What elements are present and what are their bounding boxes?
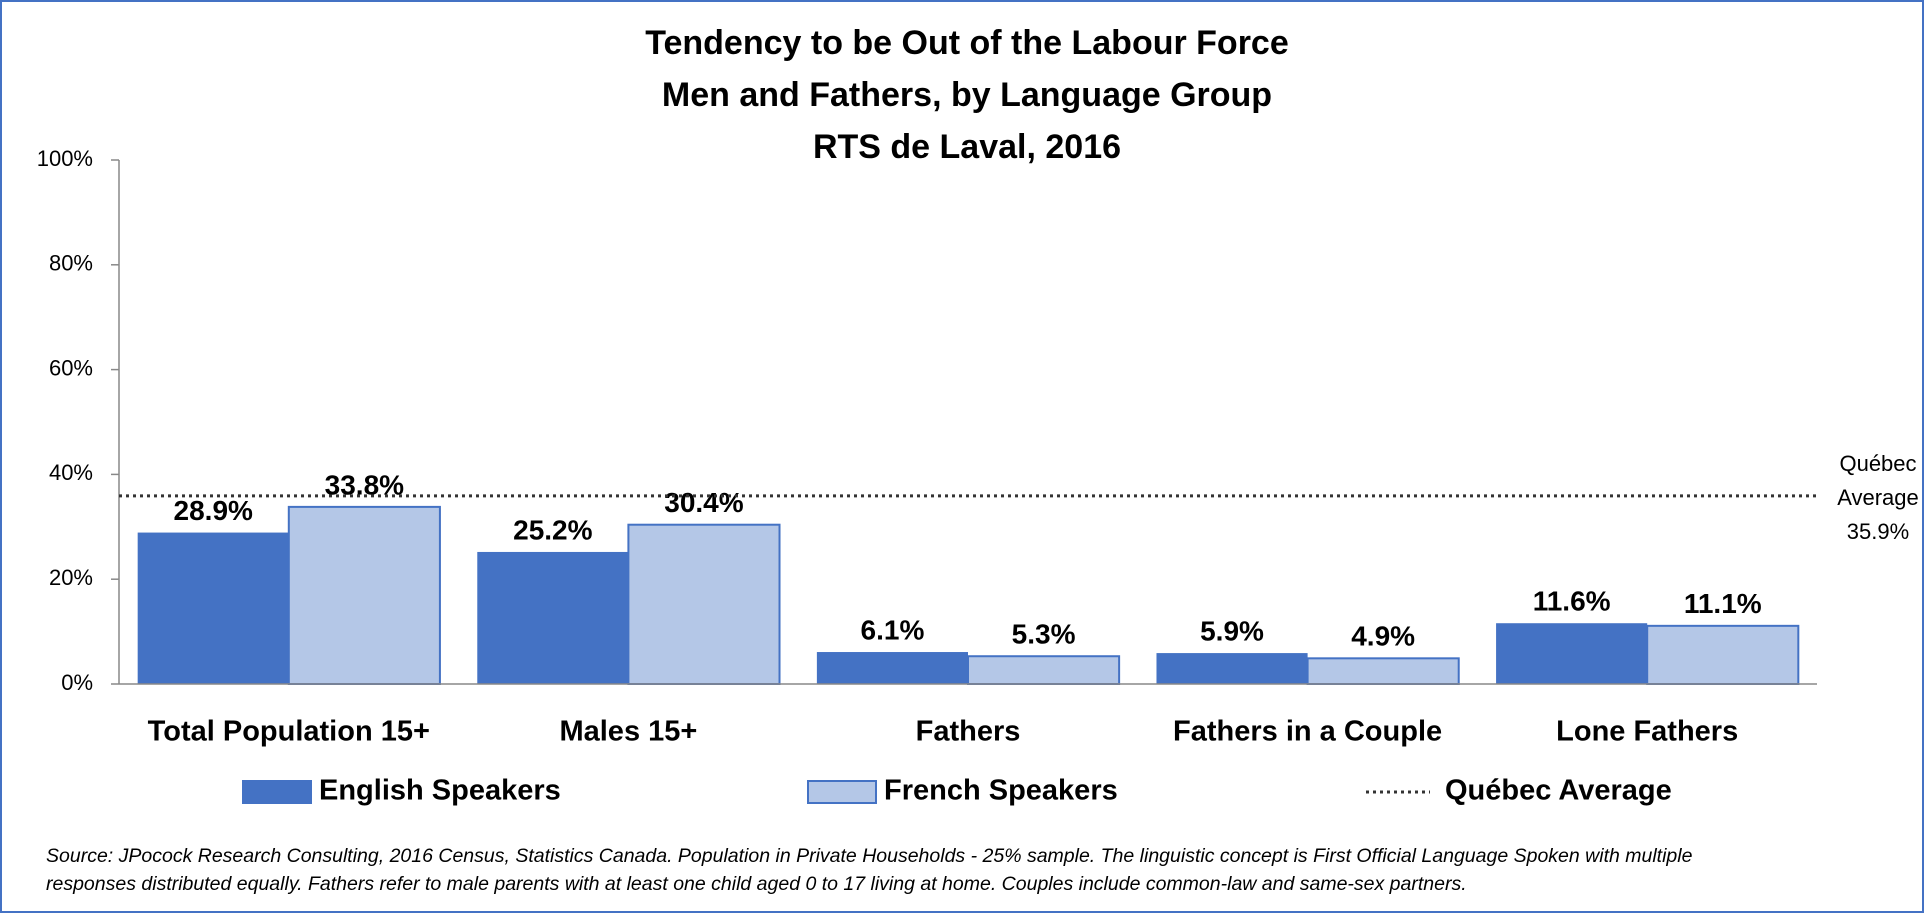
x-tick-label: Males 15+: [559, 716, 697, 748]
chart-title: Tendency to be Out of the Labour Force: [645, 24, 1289, 62]
legend-label: English Speakers: [319, 775, 561, 807]
bar: [287, 505, 441, 685]
value-label: 25.2%: [513, 514, 592, 545]
bar: [1306, 657, 1460, 685]
y-tick-label: 20%: [49, 565, 93, 590]
x-tick-label: Total Population 15+: [148, 716, 430, 748]
bar: [816, 652, 968, 684]
legend-swatch: [807, 780, 877, 804]
value-label: 11.1%: [1684, 588, 1762, 619]
value-label: 28.9%: [174, 495, 253, 526]
x-tick-label: Fathers: [916, 716, 1021, 748]
bar: [967, 655, 1121, 686]
bar: [1156, 653, 1308, 684]
legend-swatch: [242, 780, 312, 804]
y-tick-label: 60%: [49, 355, 93, 380]
y-tick-label: 80%: [49, 251, 93, 276]
chart-title: Men and Fathers, by Language Group: [662, 76, 1272, 114]
legend-label: French Speakers: [884, 775, 1118, 807]
y-tick-label: 0%: [61, 670, 93, 695]
x-tick-label: Lone Fathers: [1556, 716, 1738, 748]
value-label: 4.9%: [1351, 621, 1415, 652]
bar: [477, 551, 629, 684]
source-note: responses distributed equally. Fathers r…: [46, 873, 1467, 895]
value-label: 11.6%: [1533, 586, 1611, 617]
y-tick-label: 40%: [49, 460, 93, 485]
bar: [1646, 624, 1800, 685]
reference-label: Average: [1837, 485, 1919, 510]
bar: [627, 523, 781, 685]
chart-title: RTS de Laval, 2016: [813, 128, 1121, 166]
bar: [1496, 623, 1648, 684]
reference-label: Québec: [1839, 451, 1916, 476]
value-label: 5.9%: [1200, 615, 1264, 646]
value-label: 5.3%: [1012, 619, 1076, 650]
x-tick-label: Fathers in a Couple: [1173, 716, 1442, 748]
reference-label: 35.9%: [1847, 519, 1909, 544]
source-note: Source: JPocock Research Consulting, 201…: [46, 845, 1693, 867]
value-label: 6.1%: [861, 614, 925, 645]
legend-label: Québec Average: [1445, 775, 1672, 807]
y-tick-label: 100%: [37, 146, 93, 171]
value-label: 30.4%: [664, 487, 743, 518]
bar: [137, 532, 289, 684]
